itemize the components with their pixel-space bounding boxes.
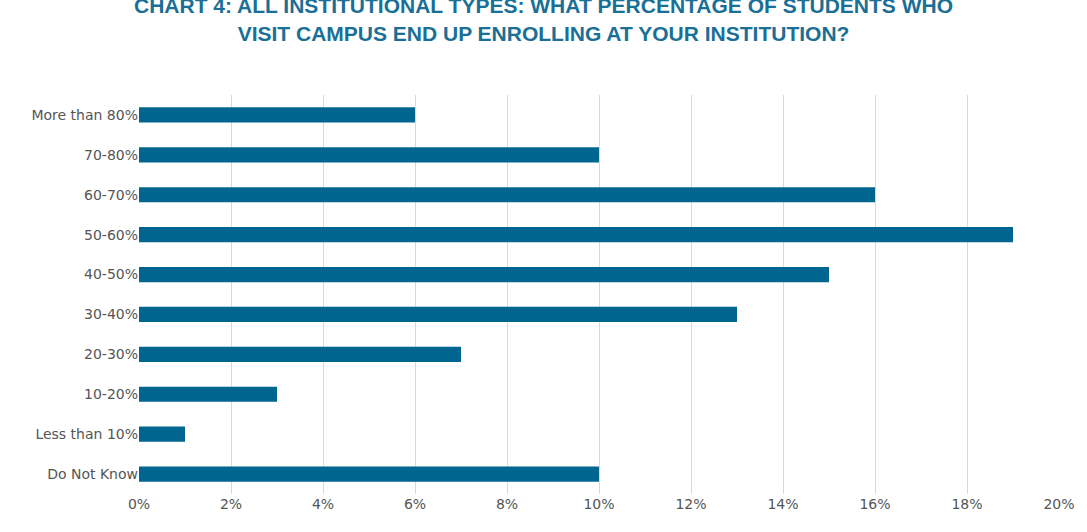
svg-text:10-20%: 10-20%: [84, 386, 138, 402]
svg-text:4%: 4%: [312, 496, 334, 512]
svg-text:18%: 18%: [951, 496, 982, 512]
svg-text:10%: 10%: [583, 496, 614, 512]
svg-text:20-30%: 20-30%: [84, 346, 138, 362]
svg-text:14%: 14%: [767, 496, 798, 512]
svg-text:2%: 2%: [220, 496, 242, 512]
svg-text:More than 80%: More than 80%: [31, 107, 138, 123]
svg-text:70-80%: 70-80%: [84, 147, 138, 163]
svg-text:50-60%: 50-60%: [84, 227, 138, 243]
svg-text:6%: 6%: [404, 496, 426, 512]
svg-text:0%: 0%: [128, 496, 150, 512]
svg-text:8%: 8%: [496, 496, 518, 512]
svg-text:12%: 12%: [675, 496, 706, 512]
svg-text:CHART 4: ALL INSTITUTIONAL TYP: CHART 4: ALL INSTITUTIONAL TYPES: WHAT P…: [134, 0, 953, 45]
svg-text:20%: 20%: [1043, 496, 1074, 512]
svg-text:40-50%: 40-50%: [84, 266, 138, 282]
svg-text:Do Not Know: Do Not Know: [47, 466, 138, 482]
svg-text:Less than 10%: Less than 10%: [35, 426, 138, 442]
svg-text:16%: 16%: [859, 496, 890, 512]
svg-text:30-40%: 30-40%: [84, 306, 138, 322]
svg-text:60-70%: 60-70%: [84, 187, 138, 203]
